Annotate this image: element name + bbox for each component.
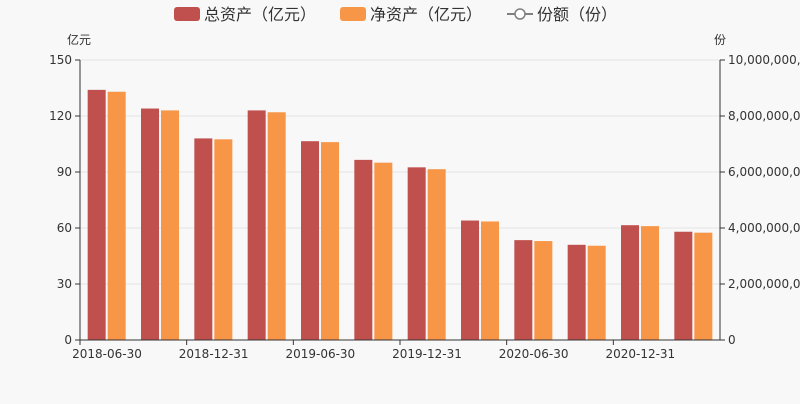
x-axis-tick-label: 2019-12-31 bbox=[392, 347, 462, 361]
bar-total-assets bbox=[674, 231, 693, 340]
bar-total-assets bbox=[301, 141, 319, 340]
x-axis-tick-label: 2018-12-31 bbox=[179, 347, 249, 361]
bar-total-assets bbox=[407, 167, 426, 340]
bar-net-assets bbox=[321, 142, 339, 340]
bar-total-assets bbox=[141, 108, 159, 341]
legend-label-shares: 份额（份） bbox=[537, 5, 617, 24]
bar-total-assets bbox=[87, 89, 106, 340]
right-axis-tick-label: 0 bbox=[728, 333, 736, 347]
legend-swatch-net-assets bbox=[340, 7, 366, 21]
left-axis-tick-label: 60 bbox=[57, 221, 72, 235]
x-axis-tick-label: 2020-06-30 bbox=[499, 347, 569, 361]
right-axis-tick-label: 8,000,000,0 bbox=[728, 109, 800, 123]
right-axis-tick-label: 2,000,000,0 bbox=[728, 277, 800, 291]
right-axis-tick-label: 4,000,000,0 bbox=[728, 221, 800, 235]
bar-net-assets bbox=[374, 162, 393, 340]
left-axis-unit: 亿元 bbox=[67, 32, 91, 47]
bar-net-assets bbox=[481, 221, 499, 340]
bar-net-assets bbox=[107, 91, 126, 340]
left-axis-tick-label: 120 bbox=[49, 109, 72, 123]
right-axis-tick-label: 10,000,000, bbox=[728, 53, 800, 67]
left-axis-tick-label: 150 bbox=[49, 53, 72, 67]
bar-net-assets bbox=[641, 226, 659, 340]
bar-net-assets bbox=[534, 241, 553, 340]
bar-net-assets bbox=[161, 110, 179, 341]
x-axis-tick-label: 2020-12-31 bbox=[605, 347, 675, 361]
right-axis-unit: 份 bbox=[714, 33, 726, 47]
bar-net-assets bbox=[214, 139, 233, 340]
bar-total-assets bbox=[567, 244, 586, 340]
legend-label-net-assets: 净资产（亿元） bbox=[370, 5, 482, 24]
left-axis-tick-label: 90 bbox=[57, 165, 72, 179]
x-axis-tick-label: 2018-06-30 bbox=[72, 347, 142, 361]
bar-net-assets bbox=[694, 232, 713, 340]
bar-total-assets bbox=[514, 240, 533, 340]
left-axis-tick-label: 0 bbox=[64, 333, 72, 347]
legend-swatch-total-assets bbox=[174, 7, 200, 21]
x-axis-tick-label: 2019-06-30 bbox=[285, 347, 355, 361]
legend-label-total-assets: 总资产（亿元） bbox=[204, 5, 316, 24]
bar-total-assets bbox=[354, 159, 373, 340]
bar-total-assets bbox=[194, 138, 213, 340]
bar-net-assets bbox=[427, 169, 446, 340]
bar-net-assets bbox=[267, 112, 286, 341]
left-axis-tick-label: 30 bbox=[57, 277, 72, 291]
bar-total-assets bbox=[247, 110, 266, 341]
legend: 总资产（亿元） 净资产（亿元） 份额（份） bbox=[174, 5, 617, 24]
bar-total-assets bbox=[461, 220, 479, 340]
bar-net-assets bbox=[587, 245, 606, 340]
bar-total-assets bbox=[621, 225, 639, 340]
right-axis-tick-label: 6,000,000,0 bbox=[728, 165, 800, 179]
legend-marker-shares bbox=[514, 8, 526, 20]
